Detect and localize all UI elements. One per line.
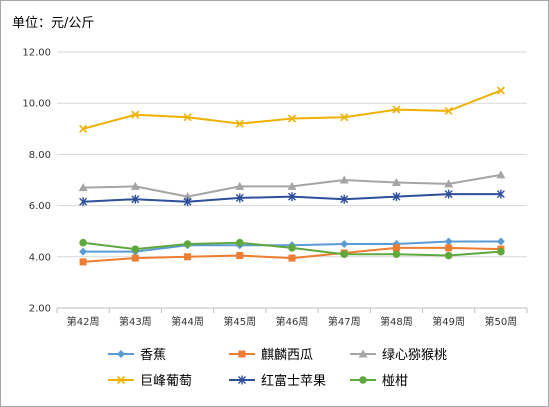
data-point	[288, 192, 296, 202]
axes: 2.00 4.00 6.00 8.00 10.00 12.00 第42周 第43周 第44周 第4…	[22, 48, 528, 328]
data-point	[131, 245, 140, 253]
unit-label: 单位：元/公斤	[12, 16, 95, 31]
x-tick-label: 第46周	[276, 315, 309, 328]
legend-marker	[117, 350, 125, 358]
legend-marker	[116, 375, 126, 385]
data-point	[444, 251, 453, 260]
data-point	[131, 254, 139, 262]
data-point	[444, 189, 453, 199]
data-point	[79, 197, 88, 207]
legend-label: 椪柑	[382, 374, 408, 389]
data-point	[235, 193, 244, 203]
data-point	[496, 189, 505, 199]
data-point	[235, 181, 245, 190]
x-tick-label: 第49周	[432, 315, 465, 328]
legend-marker	[238, 350, 246, 358]
data-point	[131, 194, 140, 204]
data-point	[79, 124, 88, 133]
legend-item-2: 绿心猕猴桃	[350, 348, 447, 363]
data-point	[496, 237, 505, 246]
x-tick-label: 第48周	[380, 315, 413, 328]
series-2	[78, 170, 506, 201]
legend-label: 麒麟西瓜	[261, 347, 313, 363]
data-point	[236, 252, 244, 260]
data-point	[131, 110, 140, 119]
y-tick-label: 4.00	[29, 252, 51, 263]
data-point	[444, 106, 453, 115]
data-point	[287, 181, 297, 190]
legend-item-1: 麒麟西瓜	[229, 347, 313, 363]
data-point	[79, 247, 88, 256]
series-line	[82, 89, 502, 130]
x-tick-label: 第47周	[328, 315, 361, 328]
data-point	[287, 114, 297, 123]
data-point	[183, 113, 192, 122]
data-point	[391, 178, 401, 187]
y-tick-label: 2.00	[29, 304, 51, 315]
data-point	[392, 192, 401, 202]
data-point	[130, 181, 140, 190]
data-point	[444, 179, 454, 188]
data-point	[288, 254, 296, 262]
data-point	[235, 119, 244, 128]
data-point	[183, 240, 192, 248]
legend-item-4: 红富士苹果	[229, 373, 326, 389]
data-point	[79, 238, 87, 247]
data-point	[78, 183, 88, 192]
x-tick-label: 第50周	[485, 315, 518, 328]
data-point	[183, 197, 192, 207]
series-3	[79, 86, 505, 133]
legend-label: 香蕉	[140, 348, 166, 363]
data-point	[184, 253, 192, 261]
data-point	[340, 240, 349, 248]
series-5	[79, 238, 505, 260]
data-point	[392, 105, 401, 114]
legend-marker	[358, 349, 368, 358]
y-tick-label: 8.00	[29, 150, 51, 161]
series-lines	[78, 86, 506, 266]
data-point	[340, 113, 349, 122]
data-point	[444, 237, 453, 246]
series-4	[79, 189, 505, 207]
data-point	[183, 192, 193, 201]
legend-item-0: 香蕉	[108, 348, 166, 363]
legend-label: 绿心猕猴桃	[382, 348, 447, 363]
x-tick-label: 第43周	[119, 315, 152, 328]
x-tick-label: 第42周	[67, 315, 100, 328]
legend-item-3: 巨峰葡萄	[108, 374, 192, 389]
y-tick-label: 12.00	[22, 48, 51, 59]
data-point	[288, 244, 296, 252]
data-point	[235, 238, 244, 247]
data-point	[392, 244, 400, 252]
legend-label: 红富士苹果	[261, 373, 326, 389]
data-point	[445, 244, 453, 252]
legend-label: 巨峰葡萄	[140, 374, 192, 389]
data-point	[79, 258, 87, 266]
data-point	[340, 250, 349, 259]
data-point	[392, 250, 401, 259]
x-tick-label: 第44周	[171, 315, 204, 328]
grid-lines	[57, 51, 527, 309]
data-point	[340, 194, 349, 204]
data-point	[496, 170, 506, 179]
data-point	[339, 175, 349, 184]
y-tick-label: 6.00	[29, 201, 51, 212]
legend-marker	[238, 375, 246, 385]
x-tick-label: 第45周	[223, 315, 256, 328]
legend-marker	[359, 376, 367, 384]
y-tick-label: 10.00	[22, 99, 51, 110]
data-point	[496, 86, 505, 95]
legend-item-5: 椪柑	[350, 374, 408, 389]
data-point	[497, 247, 505, 256]
